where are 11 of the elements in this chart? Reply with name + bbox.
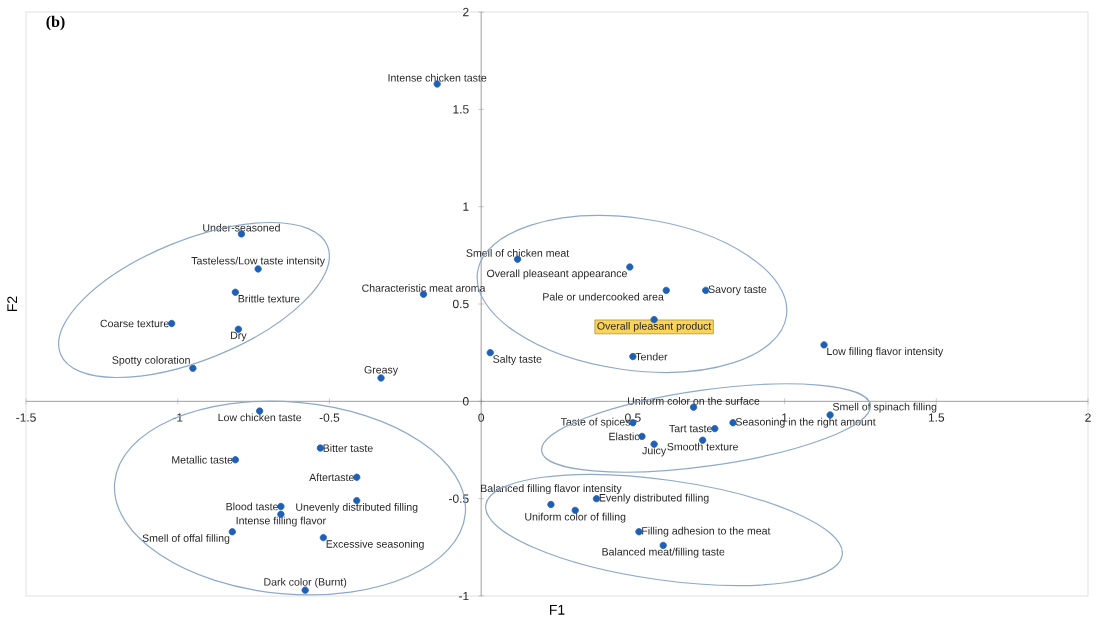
point bbox=[662, 286, 670, 294]
point bbox=[626, 263, 634, 271]
point bbox=[301, 586, 309, 594]
point bbox=[486, 349, 494, 357]
point bbox=[319, 534, 327, 542]
point bbox=[189, 364, 197, 372]
point bbox=[228, 528, 236, 536]
point bbox=[547, 500, 555, 509]
point bbox=[820, 341, 828, 349]
point bbox=[231, 288, 239, 296]
point bbox=[254, 265, 262, 273]
